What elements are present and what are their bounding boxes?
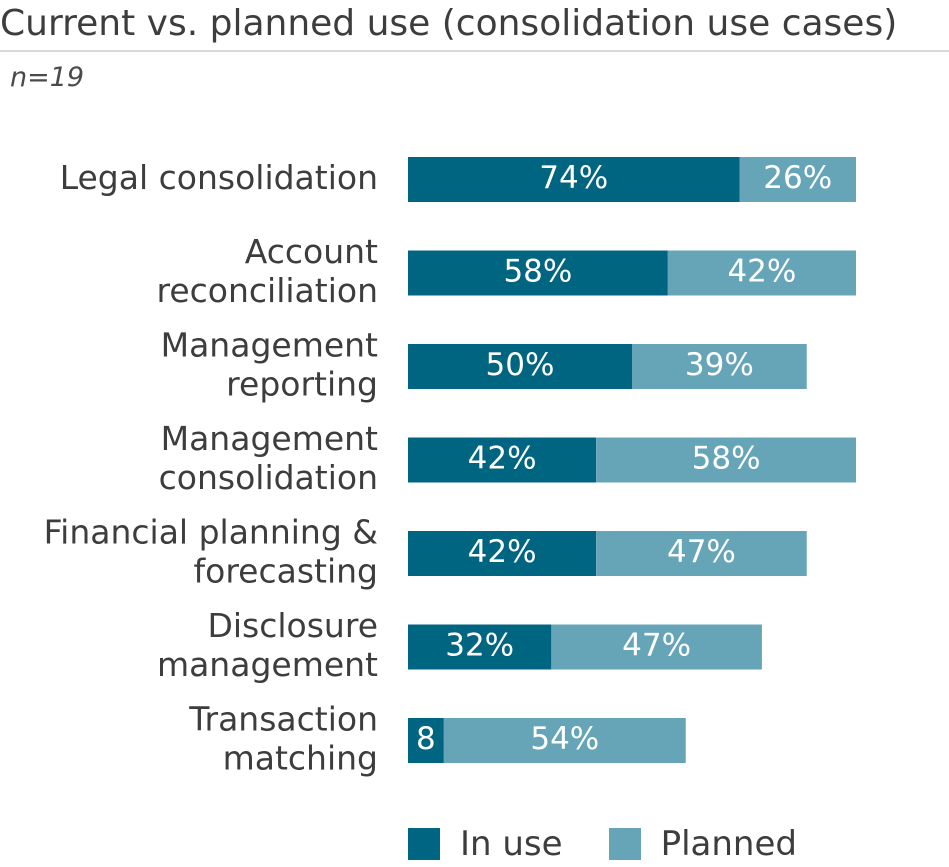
bar-planned-legal-consolidation (739, 157, 856, 202)
data-label-planned-management-consolidation: 58% (692, 441, 761, 477)
bar-in-use-legal-consolidation (408, 157, 740, 202)
legend-item-planned: Planned (608, 824, 797, 864)
bar-in-use-management-consolidation (408, 437, 597, 483)
data-label-in-use-management-consolidation: 42% (468, 441, 537, 477)
legend-item-in-use: In use (408, 824, 563, 864)
chart-title: Current vs. planned use (consolidation u… (0, 3, 898, 44)
data-label-planned-account-reconciliation: 42% (727, 254, 796, 290)
category-label-disclosure-management: Disclosure management (157, 606, 378, 684)
bar-in-use-financial-planning-forecasting (408, 531, 597, 576)
category-label-transaction-matching: Transaction matching (188, 700, 378, 778)
legend-label-planned: Planned (660, 824, 797, 864)
bar-planned-disclosure-management (551, 624, 762, 670)
category-label-management-consolidation: Management consolidation (159, 419, 378, 497)
data-label-planned-management-reporting: 39% (685, 347, 754, 383)
category-label-management-reporting: Management reporting (161, 326, 378, 404)
data-label-planned-disclosure-management: 47% (622, 628, 691, 664)
bar-in-use-disclosure-management (408, 624, 552, 670)
data-label-in-use-financial-planning-forecasting: 42% (468, 534, 537, 570)
category-label-account-reconciliation: Account reconciliation (157, 232, 379, 310)
data-label-in-use-disclosure-management: 32% (445, 628, 514, 664)
data-label-planned-legal-consolidation: 26% (763, 160, 832, 196)
data-label-in-use-management-reporting: 50% (486, 347, 555, 383)
data-label-in-use-account-reconciliation: 58% (503, 254, 572, 290)
title-divider (0, 50, 949, 52)
bar-in-use-transaction-matching (408, 718, 444, 763)
bar-planned-management-reporting (632, 344, 807, 389)
bar-planned-management-consolidation (596, 437, 856, 483)
bar-in-use-account-reconciliation (408, 250, 668, 296)
category-label-legal-consolidation: Legal consolidation (60, 158, 378, 197)
bar-planned-account-reconciliation (667, 250, 856, 296)
legend-swatch-in-use (408, 828, 440, 860)
data-label-planned-transaction-matching: 54% (530, 721, 599, 757)
chart-legend: In use Planned (408, 822, 843, 866)
legend-swatch-planned (608, 828, 641, 860)
sample-size-note: n=19 (10, 62, 85, 93)
data-label-planned-financial-planning-forecasting: 47% (667, 534, 736, 570)
legend-label-in-use: In use (460, 824, 563, 864)
bar-planned-financial-planning-forecasting (596, 531, 807, 576)
data-label-in-use-transaction-matching: 8 (416, 721, 436, 757)
bar-planned-transaction-matching (443, 718, 686, 763)
category-label-financial-planning-forecasting: Financial planning & forecasting (44, 513, 378, 591)
data-label-in-use-legal-consolidation: 74% (539, 160, 608, 196)
bar-in-use-management-reporting (408, 344, 632, 389)
